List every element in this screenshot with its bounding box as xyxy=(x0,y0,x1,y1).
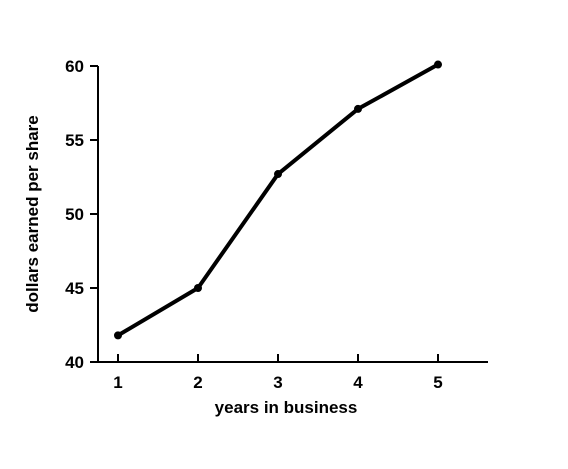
x-tick-label: 1 xyxy=(113,373,122,392)
y-tick-label: 45 xyxy=(65,279,84,298)
y-tick-label: 60 xyxy=(65,57,84,76)
x-tick-label: 3 xyxy=(273,373,282,392)
y-tick-label: 40 xyxy=(65,353,84,372)
data-points xyxy=(114,60,442,340)
y-axis-title: dollars earned per share xyxy=(23,115,42,312)
x-axis-title: years in business xyxy=(215,398,358,417)
data-point xyxy=(274,170,282,179)
data-point xyxy=(114,331,122,340)
y-tick-label: 50 xyxy=(65,205,84,224)
series-line xyxy=(116,62,440,338)
x-ticks: 1 2 3 4 5 xyxy=(113,354,443,392)
y-tick-label: 55 xyxy=(65,131,84,150)
data-point xyxy=(194,284,202,292)
x-tick-label: 2 xyxy=(193,373,202,392)
data-point xyxy=(354,104,362,113)
y-ticks: 40 45 50 55 60 xyxy=(65,57,98,372)
x-tick-label: 4 xyxy=(353,373,363,392)
x-tick-label: 5 xyxy=(433,373,442,392)
data-point xyxy=(434,60,442,69)
